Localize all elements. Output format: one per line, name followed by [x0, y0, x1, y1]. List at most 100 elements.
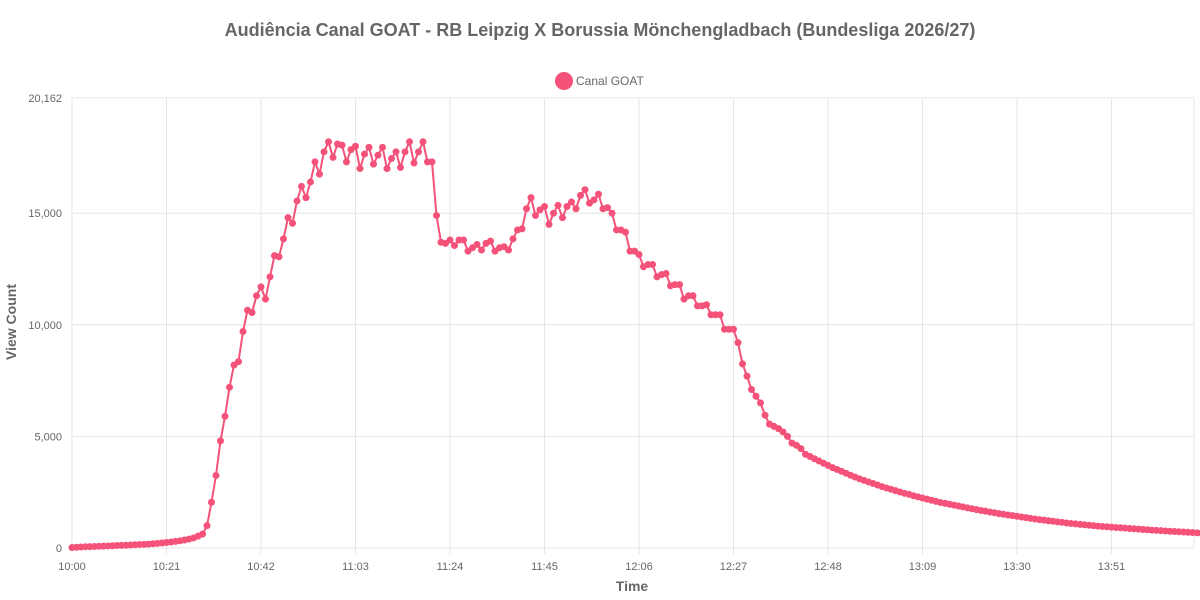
data-point[interactable]	[266, 273, 274, 281]
data-point[interactable]	[473, 240, 481, 248]
data-point[interactable]	[406, 138, 413, 146]
y-gridlines	[72, 97, 1194, 549]
data-point[interactable]	[460, 236, 467, 244]
data-point[interactable]	[356, 165, 364, 173]
data-point[interactable]	[275, 253, 283, 261]
data-point[interactable]	[248, 309, 256, 317]
legend-marker-canal-goat[interactable]	[555, 72, 573, 90]
data-point[interactable]	[419, 138, 427, 146]
data-point[interactable]	[320, 148, 328, 156]
data-point[interactable]	[379, 143, 386, 151]
data-point[interactable]	[329, 153, 337, 161]
data-point[interactable]	[761, 411, 769, 419]
data-point[interactable]	[523, 205, 530, 213]
data-point[interactable]	[689, 292, 697, 300]
data-point[interactable]	[622, 228, 629, 236]
data-point[interactable]	[563, 203, 571, 211]
data-point[interactable]	[797, 445, 805, 453]
data-point[interactable]	[235, 358, 242, 366]
data-point[interactable]	[433, 211, 440, 219]
data-point[interactable]	[311, 158, 319, 166]
data-point[interactable]	[325, 138, 332, 146]
data-point[interactable]	[343, 158, 350, 166]
data-point[interactable]	[739, 360, 746, 368]
data-point[interactable]	[307, 178, 314, 186]
data-point[interactable]	[289, 219, 296, 227]
data-point[interactable]	[604, 204, 611, 212]
data-point[interactable]	[608, 209, 616, 217]
data-point[interactable]	[208, 498, 215, 506]
data-point[interactable]	[487, 237, 494, 245]
data-point[interactable]	[572, 205, 580, 213]
data-point[interactable]	[365, 143, 373, 151]
data-point[interactable]	[203, 522, 211, 530]
data-point[interactable]	[734, 339, 742, 347]
data-point[interactable]	[743, 372, 751, 380]
data-point[interactable]	[293, 197, 301, 205]
data-point[interactable]	[280, 235, 287, 243]
data-point[interactable]	[577, 191, 584, 199]
data-point[interactable]	[518, 225, 526, 233]
data-point[interactable]	[428, 158, 436, 166]
data-point[interactable]	[550, 209, 557, 217]
data-point[interactable]	[253, 292, 260, 300]
data-point[interactable]	[298, 182, 305, 190]
data-point[interactable]	[338, 141, 346, 149]
data-point[interactable]	[748, 386, 755, 394]
data-point[interactable]	[374, 151, 382, 159]
data-point[interactable]	[568, 198, 575, 206]
data-point[interactable]	[383, 165, 391, 173]
data-point[interactable]	[581, 186, 589, 194]
data-point[interactable]	[757, 399, 764, 407]
data-point[interactable]	[703, 301, 710, 309]
data-point[interactable]	[392, 148, 400, 156]
data-point[interactable]	[532, 211, 539, 219]
data-point[interactable]	[388, 155, 395, 163]
data-point[interactable]	[352, 142, 359, 150]
data-point[interactable]	[361, 150, 368, 158]
x-tick-label: 10:00	[58, 561, 86, 573]
data-point[interactable]	[446, 236, 454, 244]
data-point[interactable]	[649, 261, 656, 269]
data-point[interactable]	[212, 471, 220, 479]
data-point[interactable]	[226, 383, 233, 391]
data-point[interactable]	[676, 281, 683, 289]
data-point[interactable]	[284, 214, 292, 222]
data-point[interactable]	[410, 159, 418, 167]
data-point[interactable]	[662, 269, 670, 277]
data-point[interactable]	[545, 220, 553, 228]
data-point[interactable]	[262, 295, 269, 303]
data-point[interactable]	[590, 196, 598, 204]
data-point[interactable]	[415, 148, 422, 156]
data-point[interactable]	[559, 214, 566, 222]
series-points-canal-goat	[68, 138, 1200, 552]
data-point[interactable]	[401, 148, 409, 156]
data-point[interactable]	[221, 412, 229, 420]
data-point[interactable]	[397, 163, 404, 171]
data-point[interactable]	[541, 203, 548, 211]
data-point[interactable]	[302, 194, 310, 202]
data-point[interactable]	[199, 530, 206, 538]
legend[interactable]: Canal GOAT	[555, 72, 644, 90]
data-point[interactable]	[779, 428, 787, 436]
legend-label-canal-goat[interactable]: Canal GOAT	[576, 74, 644, 88]
data-point[interactable]	[451, 242, 458, 250]
data-point[interactable]	[730, 325, 737, 333]
data-point[interactable]	[752, 392, 760, 400]
data-point[interactable]	[478, 246, 485, 254]
data-point[interactable]	[217, 437, 224, 445]
x-tick-label: 13:30	[1003, 561, 1031, 573]
data-point[interactable]	[370, 160, 377, 168]
data-point[interactable]	[527, 194, 535, 202]
data-point[interactable]	[257, 283, 265, 291]
y-axis-title: View Count	[3, 284, 19, 360]
data-point[interactable]	[239, 328, 247, 335]
data-point[interactable]	[716, 311, 724, 319]
data-point[interactable]	[784, 432, 791, 440]
data-point[interactable]	[316, 170, 323, 178]
data-point[interactable]	[509, 235, 517, 243]
data-point[interactable]	[635, 251, 643, 258]
data-point[interactable]	[554, 201, 562, 209]
data-point[interactable]	[595, 190, 602, 198]
data-point[interactable]	[505, 246, 512, 254]
